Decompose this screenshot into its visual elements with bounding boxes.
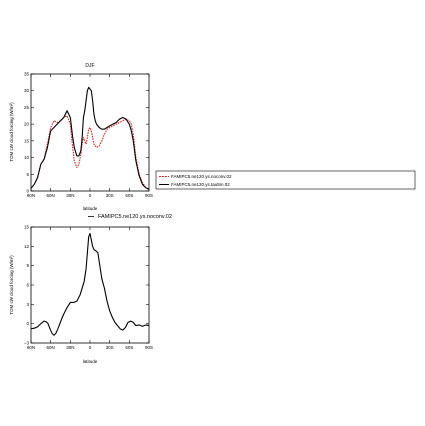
top-y-tick-label: 20 xyxy=(24,122,30,127)
top-x-tick-label: 30S xyxy=(106,193,114,198)
top-series-lines xyxy=(30,86,150,190)
bottom-y-tick-label: 15 xyxy=(24,225,30,230)
top-y-tick-label: 10 xyxy=(24,155,30,160)
top-y-tick-label: 15 xyxy=(24,138,30,143)
bottom-x-ticks: 90N 60N 30N 0 30S 60S 90S xyxy=(27,227,153,350)
bottom-y-axis-label: TOM LW cloud forcing (W/m²) xyxy=(9,255,14,315)
bottom-y-tick-label: 6 xyxy=(26,283,29,288)
bottom-x-tick-label: 60S xyxy=(125,345,133,350)
bottom-y-tick-label: 9 xyxy=(26,263,29,268)
top-y-tick-label: 0 xyxy=(26,189,29,194)
top-x-axis-label: latitude xyxy=(83,206,98,211)
top-y-axis-label: TOM LW cloud forcing (W/m²) xyxy=(9,102,14,162)
top-y-tick-label: 30 xyxy=(24,88,30,93)
top-x-tick-label: 30N xyxy=(66,193,74,198)
bottom-y-tick-label: 0 xyxy=(26,321,29,326)
bottom-series-lines xyxy=(30,232,150,336)
legend: FAMIPC5.ne120.ys.noconv.02 FAMIPC5.ne120… xyxy=(155,170,416,190)
top-x-ticks: 90N 60N 30N 0 30S 60S 90S xyxy=(27,74,153,198)
bottom-x-tick-label: 30S xyxy=(106,345,114,350)
top-series-line-1 xyxy=(30,86,150,190)
legend-box xyxy=(155,170,416,190)
top-chart-title: DJF xyxy=(85,63,94,69)
top-x-tick-label: 0 xyxy=(89,193,92,198)
top-y-tick-label: 25 xyxy=(24,105,30,110)
bottom-y-ticks: −3 0 3 6 9 12 15 xyxy=(24,225,149,346)
bottom-y-tick-label: 3 xyxy=(26,302,29,307)
bottom-chart-title: FAMIPC5.ne120.ys.noconv.02 xyxy=(98,214,172,220)
bottom-x-axis-label: latitude xyxy=(83,359,98,364)
top-x-tick-label: 90S xyxy=(145,193,153,198)
top-x-tick-label: 60N xyxy=(47,193,55,198)
bottom-x-tick-label: 90N xyxy=(27,345,35,350)
top-series-line-0 xyxy=(30,115,150,190)
bottom-y-tick-label: 12 xyxy=(24,244,30,249)
bottom-y-tick-label: −3 xyxy=(24,341,30,346)
bottom-series-line-0 xyxy=(30,232,150,336)
top-y-ticks: 0 5 10 15 20 25 30 35 xyxy=(24,72,149,194)
top-y-tick-label: 5 xyxy=(26,172,29,177)
bottom-x-tick-label: 90S xyxy=(145,345,153,350)
bottom-x-tick-label: 30N xyxy=(66,345,74,350)
bottom-x-tick-label: 0 xyxy=(89,345,92,350)
bottom-x-tick-label: 60N xyxy=(47,345,55,350)
legend-label-tau5m: FAMIPC5.ne120.ys.tau5m.02 xyxy=(171,182,230,187)
legend-label-noconv: FAMIPC5.ne120.ys.noconv.02 xyxy=(171,174,232,179)
top-chart: DJF 0 5 10 15 20 25 30 35 90N 60N 30N 0 30S 60S 90S l… xyxy=(9,63,153,211)
top-y-tick-label: 35 xyxy=(24,72,30,77)
bottom-chart: FAMIPC5.ne120.ys.noconv.02 −3 0 3 6 9 12 15 90… xyxy=(9,214,172,364)
top-x-tick-label: 90N xyxy=(27,193,35,198)
top-x-tick-label: 60S xyxy=(125,193,133,198)
